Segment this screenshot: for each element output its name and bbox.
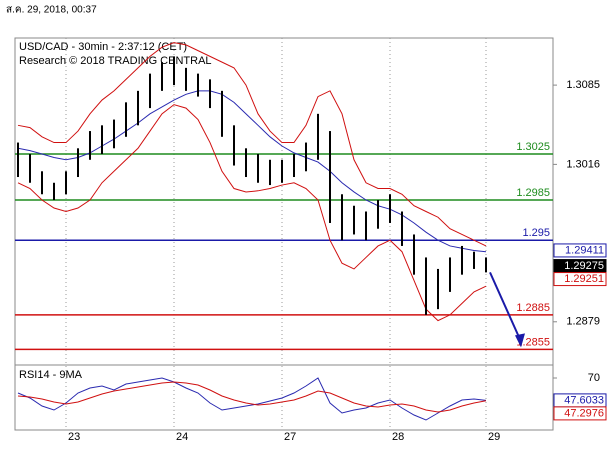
chart-title: USD/CAD - 30min - 2:37:12 (CET) [19,41,187,53]
arrow-head [515,333,525,348]
rsi-tick-label: 70 [588,372,600,384]
x-tick-label: 27 [284,431,296,443]
rsi-tag-label: 47.2976 [564,407,604,419]
y-tick-label: 1.2879 [566,316,600,328]
x-tick-label: 29 [488,431,500,443]
rsi-title: RSI14 - 9MA [19,369,83,381]
x-tick-label: 24 [176,431,188,443]
price-tag [553,243,607,258]
frame [14,37,554,431]
rsi-tag-label: 47.6033 [564,394,604,406]
y-tick-label: 1.3016 [566,158,600,170]
rsi-line [17,377,487,421]
level-label: 1.2985 [516,187,550,199]
price-tag-label: 1.29275 [564,260,604,272]
y-tick-label: 1.3085 [566,79,600,91]
x-tick-label: 23 [68,431,80,443]
level-label: 1.3025 [516,141,550,153]
price-tag-label: 1.29411 [565,244,604,256]
level-label: 1.2885 [516,302,550,314]
level-label: 1.2855 [516,336,550,348]
datetime: ส.ค. 29, 2018, 00:37 [6,5,97,16]
rsi-tag [553,406,607,421]
level-label: 1.295 [522,227,550,239]
overlay-line [17,104,487,322]
price-tag-label: 1.29251 [564,273,604,285]
overlay-line [17,90,487,253]
chart-subtitle: Research © 2018 TRADING CENTRAL [19,55,212,67]
x-tick-label: 28 [392,431,404,443]
price-tag [553,272,607,287]
overlay-line [17,42,487,247]
rsi-line [17,381,487,413]
forecast-arrow [489,271,521,340]
